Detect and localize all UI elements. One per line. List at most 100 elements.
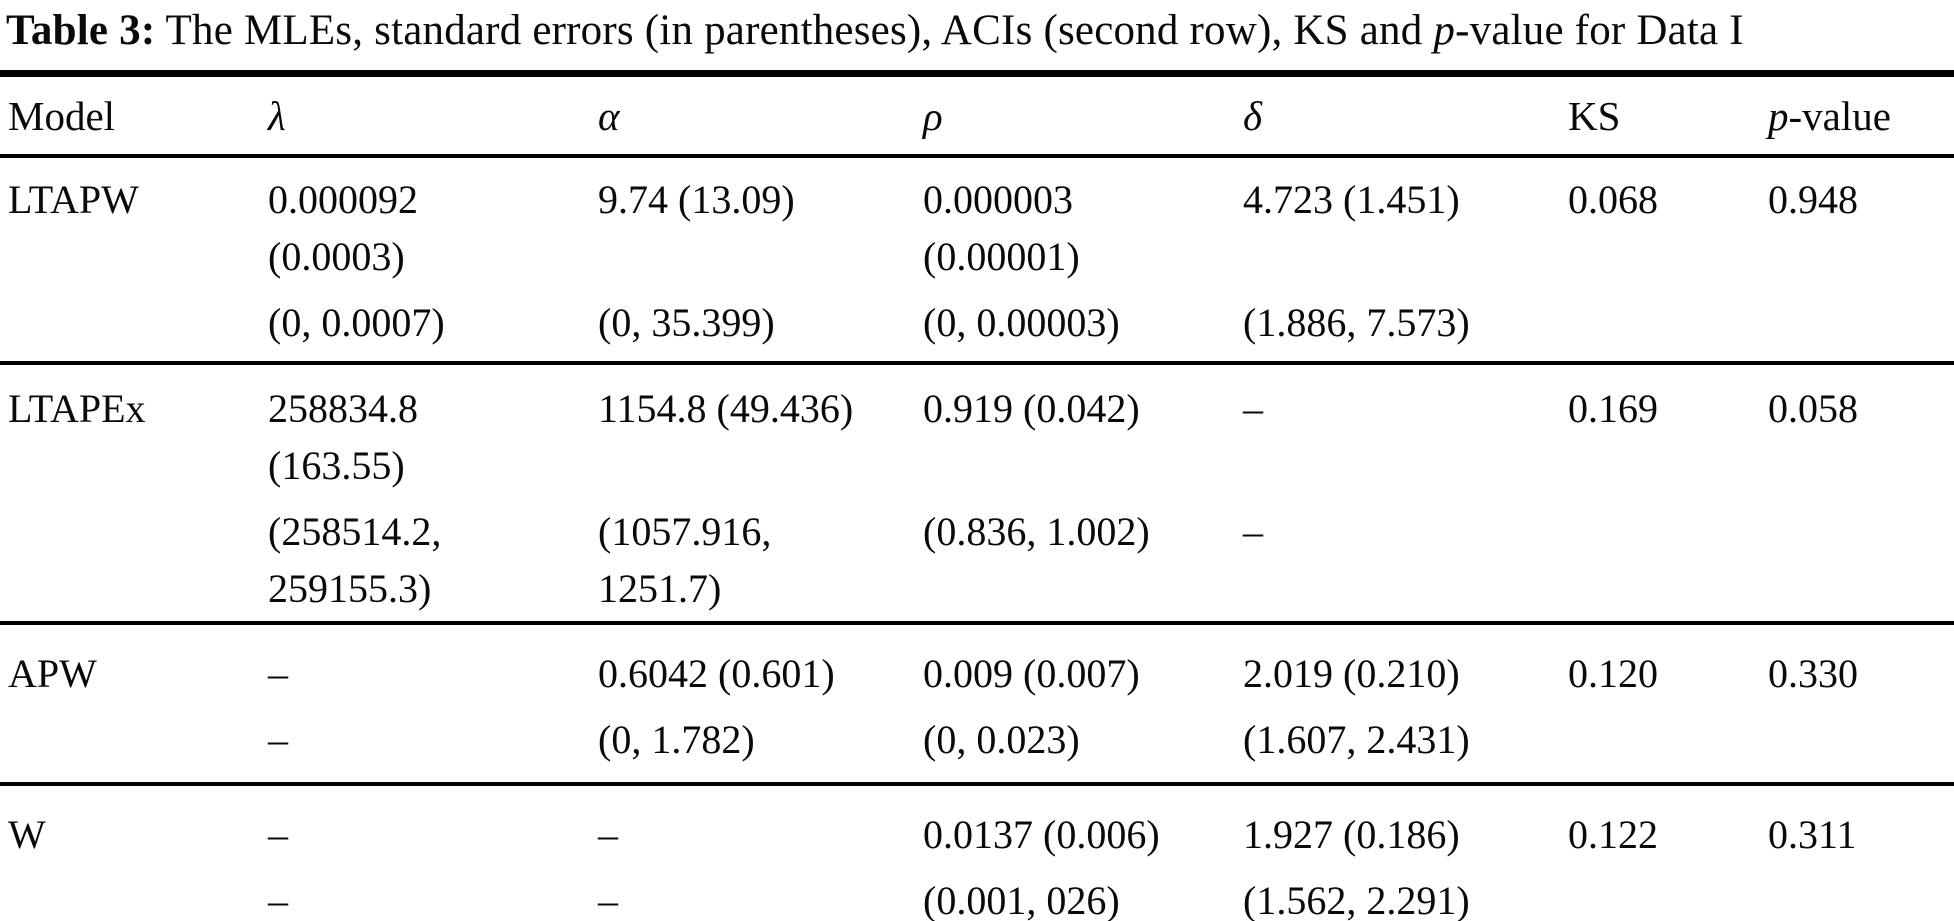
aci-band: (0, 0.0007) (0, 35.399) (0, 0.00003) (1.… [0,294,1954,351]
col-header-delta: δ [1243,93,1263,139]
estimate-line: 0.6042 (0.601) [598,651,835,696]
col-header-model: Model [8,93,116,139]
estimate-line: 258834.8 [268,386,418,431]
p-value-italic: p [1768,93,1789,139]
col-header-p-value: p-value [1760,88,1954,145]
aci-line: – [1243,509,1263,554]
aci-band: (258514.2, 259155.3) (1057.916, 1251.7) … [0,503,1954,617]
model-cell: W [8,812,46,857]
estimate-line: – [598,812,618,857]
cell-delta-aci: (1.607, 2.431) [1235,711,1560,768]
cell-alpha-est: 1154.8 (49.436) [590,380,915,437]
table-caption: Table 3: The MLEs, standard errors (in p… [0,0,1954,70]
table-row-ltapex: LTAPEx 258834.8 (163.55) 1154.8 (49.436)… [0,365,1954,625]
model-cell: APW [8,651,97,696]
estimate-line: – [268,812,288,857]
aci-line: – [268,878,288,921]
aci-line: (0.836, 1.002) [923,509,1150,554]
cell-lambda-aci: – [260,711,590,768]
estimate-band: LTAPW 0.000092 (0.0003) 9.74 (13.09) 0.0… [0,171,1954,285]
aci-line: (1.562, 2.291) [1243,878,1470,921]
estimate-band: APW – 0.6042 (0.601) 0.009 (0.007) 2.019… [0,645,1954,702]
col-header-alpha: α [598,93,620,139]
estimate-line: 0.0137 (0.006) [923,812,1160,857]
cell-delta-est: 2.019 (0.210) [1235,645,1560,702]
aci-line: – [268,717,288,762]
aci-line: 1251.7) [598,566,722,611]
estimate-line: 4.723 (1.451) [1243,177,1460,222]
cell-p-value: 0.330 [1768,651,1858,696]
cell-rho-est: 0.0137 (0.006) [915,806,1235,863]
cell-lambda-est: 258834.8 (163.55) [260,380,590,494]
aci-line: 259155.3) [268,566,432,611]
aci-line: (1.607, 2.431) [1243,717,1470,762]
col-header-rho: ρ [923,93,943,139]
cell-delta-aci: – [1235,503,1560,560]
cell-alpha-aci: (0, 35.399) [590,294,915,351]
p-value-rest: -value [1788,93,1891,139]
aci-line: (0, 0.00003) [923,300,1120,345]
col-header-lambda: λ [268,93,286,139]
cell-ks: 0.120 [1568,651,1658,696]
estimate-line: 2.019 (0.210) [1243,651,1460,696]
cell-rho-aci: (0, 0.023) [915,711,1235,768]
cell-lambda-est: – [260,645,590,702]
estimate-line: 0.009 (0.007) [923,651,1140,696]
estimate-line: 1154.8 (49.436) [598,386,854,431]
caption-p-italic: p [1433,7,1456,54]
aci-line: – [598,878,618,921]
table-row-ltapw: LTAPW 0.000092 (0.0003) 9.74 (13.09) 0.0… [0,158,1954,365]
table-row-w: W – – 0.0137 (0.006) 1.927 (0.186) 0.122… [0,786,1954,921]
cell-rho-est: 0.000003 (0.00001) [915,171,1235,285]
cell-lambda-est: – [260,806,590,863]
cell-delta-aci: (1.886, 7.573) [1235,294,1560,351]
aci-line: (0, 0.0007) [268,300,445,345]
aci-line: (0, 0.023) [923,717,1080,762]
cell-alpha-est: – [590,806,915,863]
cell-ks: 0.122 [1568,812,1658,857]
estimate-band: LTAPEx 258834.8 (163.55) 1154.8 (49.436)… [0,380,1954,494]
aci-line: (0.001, 026) [923,878,1120,921]
cell-rho-aci: (0.836, 1.002) [915,503,1235,560]
estimate-band: W – – 0.0137 (0.006) 1.927 (0.186) 0.122… [0,806,1954,863]
cell-p-value: 0.058 [1768,386,1858,431]
cell-p-value: 0.948 [1768,177,1858,222]
table-row-apw: APW – 0.6042 (0.601) 0.009 (0.007) 2.019… [0,625,1954,786]
aci-band: – (0, 1.782) (0, 0.023) (1.607, 2.431) [0,711,1954,768]
model-cell: LTAPW [8,177,139,222]
caption-text-end: -value for Data I [1455,7,1744,54]
estimate-line: 0.000003 [923,177,1073,222]
aci-line: (1057.916, [598,509,772,554]
aci-line: (0, 35.399) [598,300,775,345]
caption-label: Table 3: [6,7,156,54]
aci-line: (258514.2, [268,509,442,554]
stderr-line: (0.00001) [923,234,1080,279]
cell-ks: 0.169 [1568,386,1658,431]
aci-line: (1.886, 7.573) [1243,300,1470,345]
cell-alpha-est: 0.6042 (0.601) [590,645,915,702]
results-table: Model λ α ρ δ KS p-value LTAPW 0.000092 … [0,70,1954,921]
col-header-ks: KS [1568,93,1621,139]
caption-text: The MLEs, standard errors (in parenthese… [155,7,1434,54]
cell-alpha-aci: (1057.916, 1251.7) [590,503,915,617]
header-row: Model λ α ρ δ KS p-value [0,77,1954,158]
cell-lambda-aci: (258514.2, 259155.3) [260,503,590,617]
estimate-line: 9.74 (13.09) [598,177,795,222]
aci-line: (0, 1.782) [598,717,755,762]
cell-lambda-est: 0.000092 (0.0003) [260,171,590,285]
model-cell: LTAPEx [8,386,146,431]
stderr-line: (0.0003) [268,234,405,279]
aci-band: – – (0.001, 026) (1.562, 2.291) [0,872,1954,921]
estimate-line: 0.000092 [268,177,418,222]
cell-delta-est: – [1235,380,1560,437]
cell-alpha-aci: (0, 1.782) [590,711,915,768]
cell-rho-aci: (0.001, 026) [915,872,1235,921]
cell-delta-aci: (1.562, 2.291) [1235,872,1560,921]
stderr-line: (163.55) [268,443,405,488]
cell-alpha-est: 9.74 (13.09) [590,171,915,228]
cell-rho-est: 0.009 (0.007) [915,645,1235,702]
estimate-line: – [1243,386,1263,431]
cell-delta-est: 1.927 (0.186) [1235,806,1560,863]
cell-ks: 0.068 [1568,177,1658,222]
